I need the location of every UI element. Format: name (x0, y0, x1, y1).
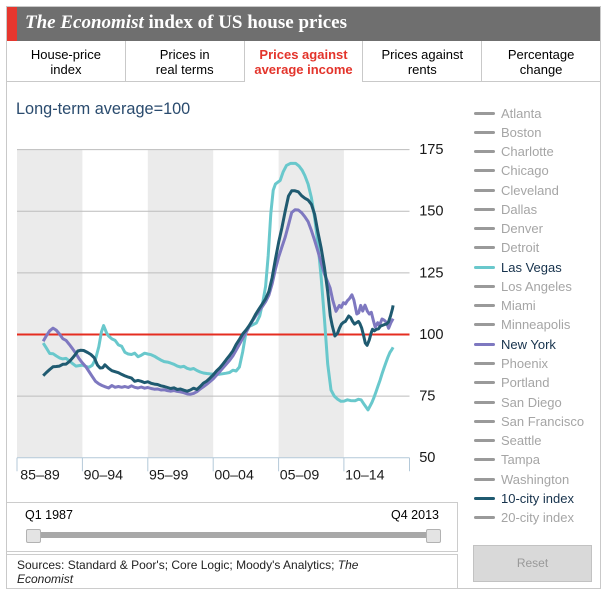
svg-text:85–89: 85–89 (20, 468, 60, 484)
svg-text:95–99: 95–99 (149, 468, 189, 484)
svg-text:00–04: 00–04 (214, 468, 254, 484)
svg-text:125: 125 (419, 265, 443, 281)
svg-text:50: 50 (419, 450, 435, 466)
svg-text:75: 75 (419, 389, 435, 405)
svg-text:175: 175 (419, 142, 443, 158)
svg-text:100: 100 (419, 327, 443, 343)
svg-text:10–14: 10–14 (345, 468, 385, 484)
svg-text:05–09: 05–09 (280, 468, 320, 484)
svg-text:150: 150 (419, 204, 443, 220)
svg-text:90–94: 90–94 (84, 468, 124, 484)
